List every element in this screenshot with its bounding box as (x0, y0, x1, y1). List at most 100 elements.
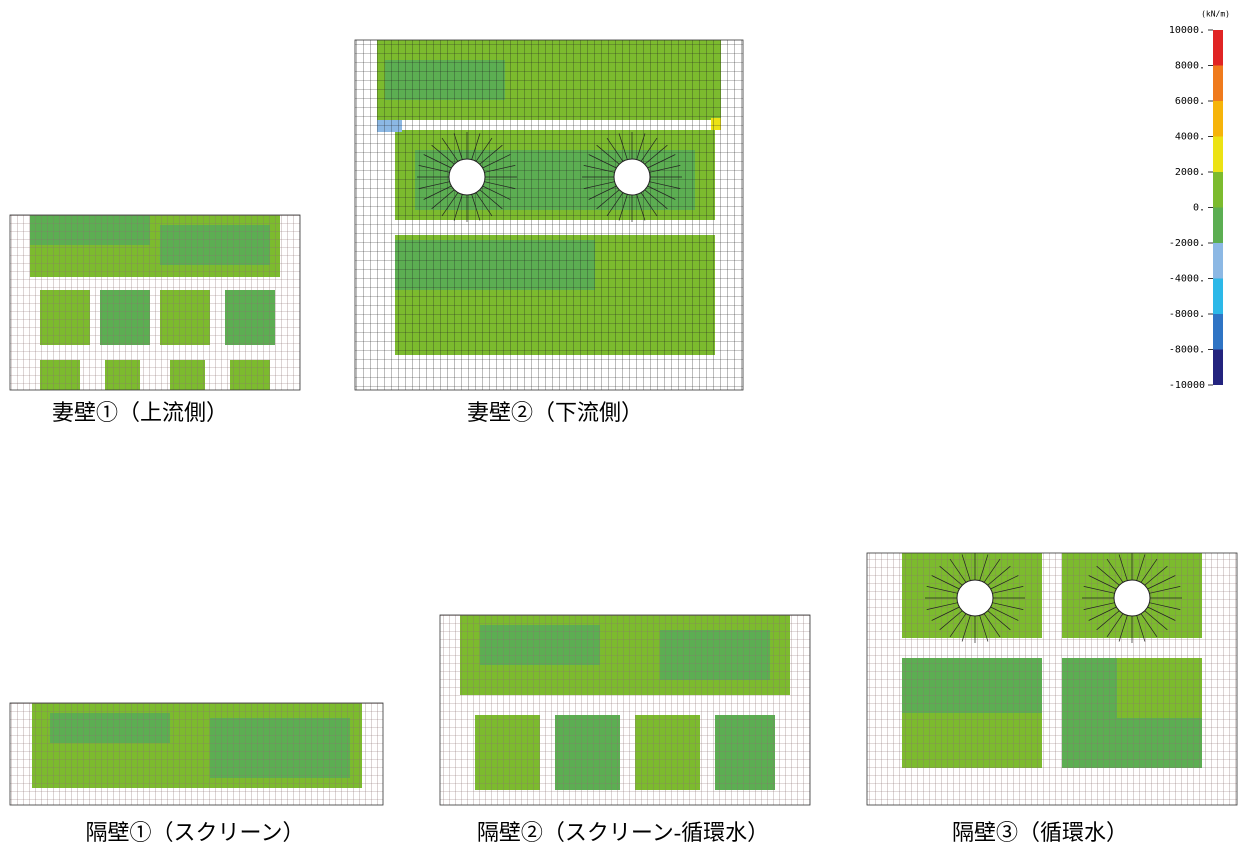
legend-band (1213, 172, 1223, 208)
radial-mesh (418, 181, 450, 189)
radial-mesh (1144, 610, 1168, 631)
legend-tick-label: 0. (1193, 203, 1205, 214)
radial-mesh (979, 554, 989, 581)
legend-band (1213, 349, 1223, 385)
radial-mesh (992, 602, 1024, 610)
radial-mesh (588, 185, 617, 200)
radial-mesh (618, 194, 628, 221)
mesh (439, 614, 811, 806)
radial-mesh (475, 192, 493, 217)
legend-tick-label: 10000. (1169, 25, 1205, 36)
radial-mesh (596, 144, 620, 165)
radial-mesh (649, 165, 681, 173)
legend-tick-label: 8000. (1175, 61, 1205, 72)
radial-mesh (1140, 613, 1158, 638)
radial-mesh (949, 558, 967, 583)
panel-label: 隔壁①（スクリーン） (86, 820, 305, 845)
radial-mesh (1083, 602, 1115, 610)
legend-band (1213, 30, 1223, 66)
radial-mesh (987, 565, 1011, 586)
mesh (9, 702, 384, 806)
radial-mesh (1096, 610, 1120, 631)
radial-mesh (606, 192, 624, 217)
radial-mesh (423, 185, 452, 200)
radial-mesh (431, 144, 455, 165)
mesh (354, 39, 744, 391)
radial-mesh (482, 154, 511, 169)
legend-tick-label: -8000. (1169, 309, 1205, 320)
legend-tick-label: -2000. (1169, 238, 1205, 249)
radial-mesh (939, 610, 963, 631)
legend-tick-label: 4000. (1175, 132, 1205, 143)
radial-mesh (618, 133, 628, 160)
legend-band (1213, 278, 1223, 314)
radial-mesh (596, 189, 620, 210)
radial-mesh (479, 144, 503, 165)
radial-mesh (961, 554, 971, 581)
radial-mesh (479, 189, 503, 210)
radial-mesh (583, 181, 615, 189)
radial-mesh (475, 137, 493, 162)
radial-mesh (1144, 565, 1168, 586)
radial-mesh (471, 194, 481, 221)
panel-label: 妻壁②（下流側） (467, 400, 643, 425)
radial-mesh (983, 558, 1001, 583)
radial-mesh (644, 189, 668, 210)
radial-mesh (1136, 554, 1146, 581)
radial-mesh (990, 575, 1019, 590)
legend-tick-label: -8000. (1169, 345, 1205, 356)
mesh (866, 552, 1238, 806)
radial-mesh (423, 154, 452, 169)
legend-band (1213, 65, 1223, 101)
radial-mesh (1149, 586, 1181, 594)
radial-mesh (418, 165, 450, 173)
panel-label: 隔壁③（循環水） (952, 820, 1128, 845)
radial-mesh (471, 133, 481, 160)
legend-band (1213, 314, 1223, 350)
mesh (9, 214, 301, 391)
legend-tick-label: 6000. (1175, 96, 1205, 107)
legend-tick-label: -10000 (1169, 380, 1205, 391)
radial-mesh (1149, 602, 1181, 610)
radial-mesh (1088, 606, 1117, 621)
opening (613, 158, 651, 196)
radial-mesh (983, 613, 1001, 638)
radial-mesh (931, 575, 960, 590)
radial-mesh (1118, 554, 1128, 581)
panel-label: 隔壁②（スクリーン-循環水） (477, 820, 769, 845)
radial-mesh (926, 586, 958, 594)
legend-band (1213, 243, 1223, 279)
radial-mesh (647, 185, 676, 200)
radial-mesh (1083, 586, 1115, 594)
radial-mesh (1106, 613, 1124, 638)
radial-mesh (583, 165, 615, 173)
radial-mesh (992, 586, 1024, 594)
radial-mesh (1136, 615, 1146, 642)
legend-unit: (kN/m) (1201, 10, 1230, 19)
radial-mesh (1118, 615, 1128, 642)
opening (1113, 579, 1151, 617)
radial-mesh (649, 181, 681, 189)
legend-band (1213, 136, 1223, 172)
panel-label: 妻壁①（上流側） (52, 400, 228, 425)
legend-band (1213, 207, 1223, 243)
radial-mesh (1106, 558, 1124, 583)
radial-mesh (482, 185, 511, 200)
radial-mesh (441, 192, 459, 217)
legend-tick-label: 2000. (1175, 167, 1205, 178)
opening (956, 579, 994, 617)
radial-mesh (588, 154, 617, 169)
radial-mesh (926, 602, 958, 610)
radial-mesh (1088, 575, 1117, 590)
radial-mesh (939, 565, 963, 586)
radial-mesh (647, 154, 676, 169)
radial-mesh (979, 615, 989, 642)
radial-mesh (1147, 575, 1176, 590)
radial-mesh (1147, 606, 1176, 621)
radial-mesh (640, 192, 658, 217)
radial-mesh (640, 137, 658, 162)
radial-mesh (453, 133, 463, 160)
radial-mesh (949, 613, 967, 638)
opening (448, 158, 486, 196)
